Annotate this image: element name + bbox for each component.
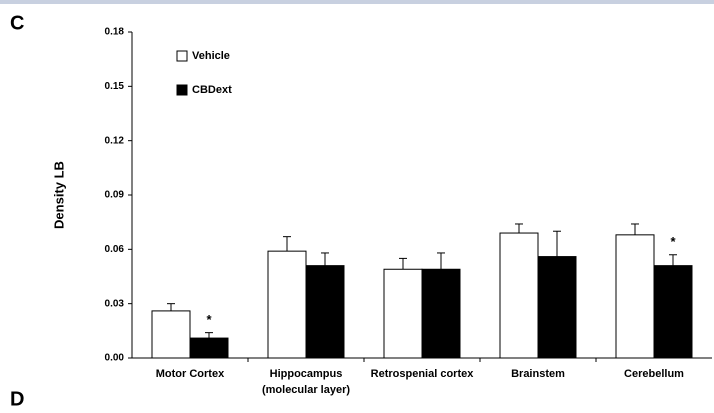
y-tick-label: 0.03 xyxy=(105,298,125,309)
bar xyxy=(500,233,538,358)
legend-label: Vehicle xyxy=(192,50,230,62)
significance-marker: * xyxy=(206,312,212,327)
panel-label: D xyxy=(10,388,24,410)
legend-label: CBDext xyxy=(192,84,232,96)
y-tick-label: 0.18 xyxy=(105,27,125,38)
panel-label: C xyxy=(10,12,24,34)
bar xyxy=(654,266,692,358)
bar xyxy=(306,266,344,358)
y-tick-label: 0.06 xyxy=(105,244,125,255)
bar xyxy=(422,269,460,358)
bar xyxy=(616,235,654,358)
bar xyxy=(538,257,576,358)
legend-swatch xyxy=(177,51,187,61)
bar xyxy=(268,251,306,358)
y-tick-label: 0.09 xyxy=(105,190,125,201)
top-strip xyxy=(0,0,714,4)
y-tick-label: 0.00 xyxy=(105,353,125,364)
x-tick-label-box: Cerebellum xyxy=(579,366,714,406)
bar xyxy=(190,338,228,358)
significance-marker: * xyxy=(670,234,676,249)
legend-swatch xyxy=(177,85,187,95)
chart: C D Density LB 0.00 0.03 0.06 0.09 0.12 0.15 0… xyxy=(0,0,714,413)
bar xyxy=(384,269,422,358)
x-tick-label: Cerebellum xyxy=(579,366,714,382)
y-tick-label: 0.15 xyxy=(105,81,125,92)
y-axis-label: Density LB xyxy=(51,161,66,229)
y-tick-label: 0.12 xyxy=(105,135,125,146)
bar xyxy=(152,311,190,358)
